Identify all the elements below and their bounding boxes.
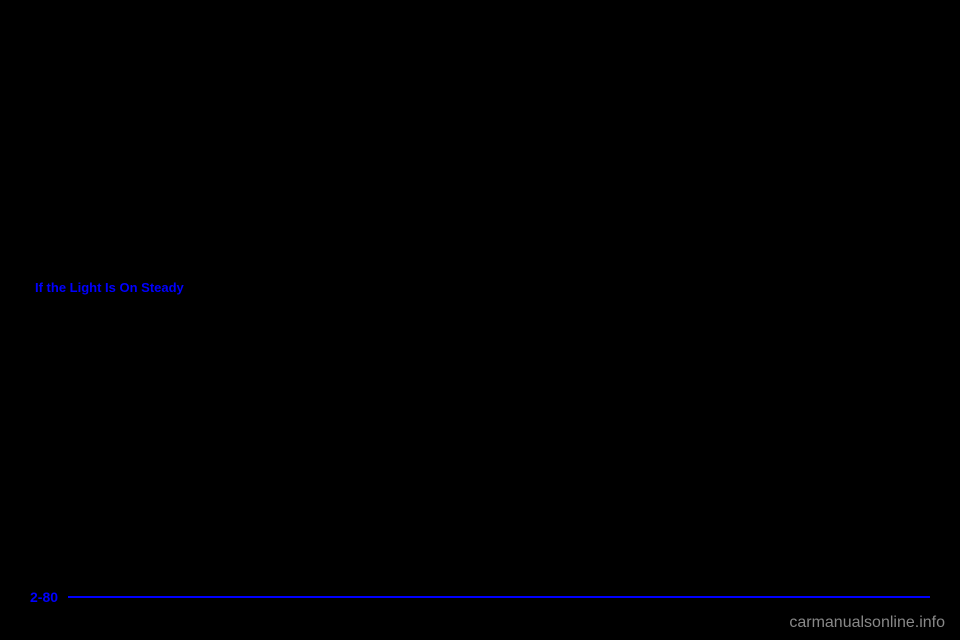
page-footer: 2-80 [30,589,930,605]
section-heading: If the Light Is On Steady [35,280,184,295]
footer-line [68,596,930,598]
watermark-text: carmanualsonline.info [789,614,945,632]
page-number: 2-80 [30,589,58,605]
